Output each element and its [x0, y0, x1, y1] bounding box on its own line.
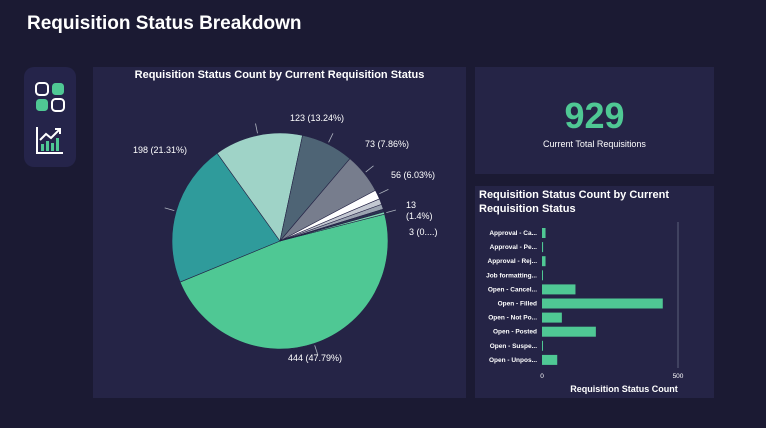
- pie-data-label: 123 (13.24%): [290, 113, 344, 123]
- bar-chart-title: Requisition Status Count by Current Requ…: [479, 189, 670, 215]
- pie-leader-line: [314, 345, 319, 356]
- bar-chart-card: Requisition Status Count by Current Requ…: [475, 186, 714, 398]
- bar-x-tick-label: 500: [673, 373, 684, 380]
- bar[interactable]: [542, 298, 663, 309]
- bar-category-label: Open - Posted: [493, 329, 537, 336]
- pie-data-label: 13 (1.4%): [406, 200, 433, 221]
- pie-leader-line: [386, 209, 397, 213]
- pie-data-label: 198 (21.31%): [133, 145, 187, 155]
- pie-leader-line: [328, 133, 334, 143]
- pie-chart: 444 (47.79%) 198 (21.31%) 123 (13.24%) 73 (…: [133, 113, 438, 363]
- bar[interactable]: [542, 354, 558, 365]
- total-requisitions-card: 929 Current Total Requisitions: [475, 67, 714, 174]
- bar-category-label: Approval - Rej...: [488, 258, 538, 265]
- bar-x-axis-label: Requisition Status Count: [570, 384, 678, 394]
- bar-chart: Approval - Ca... Approval - Pe... Approval…: [486, 222, 684, 394]
- bar[interactable]: [542, 256, 546, 267]
- pie-leader-line: [365, 165, 374, 173]
- side-nav: [24, 67, 76, 167]
- total-requisitions-label: Current Total Requisitions: [543, 139, 646, 149]
- bar-category-label: Open - Filled: [498, 301, 537, 308]
- page-title: Requisition Status Breakdown: [27, 13, 302, 34]
- pie-data-label: 3 (0....): [409, 227, 438, 237]
- bar-category-label: Job formatting...: [486, 272, 537, 279]
- bar-category-label: Open - Not Po...: [488, 315, 537, 322]
- bar[interactable]: [542, 228, 546, 238]
- bar-x-tick-label: 0: [540, 373, 544, 380]
- bar[interactable]: [542, 340, 543, 351]
- pie-slice[interactable]: [179, 213, 389, 350]
- bar[interactable]: [542, 284, 576, 295]
- bar-category-label: Open - Suspe...: [490, 343, 538, 350]
- pie-data-label: 444 (47.79%): [288, 353, 342, 363]
- pie-leader-line: [164, 207, 175, 211]
- bar[interactable]: [542, 242, 544, 253]
- bar-category-label: Open - Cancel...: [488, 286, 537, 293]
- analytics-chart-icon[interactable]: [35, 125, 65, 155]
- pie-chart-card: Requisition Status Count by Current Requ…: [93, 67, 466, 398]
- pie-slice[interactable]: [171, 152, 281, 283]
- total-requisitions-value: 929: [564, 95, 625, 136]
- apps-grid-icon[interactable]: [35, 82, 65, 112]
- pie-chart-title: Requisition Status Count by Current Requ…: [134, 69, 425, 81]
- pie-slice[interactable]: [216, 132, 303, 242]
- pie-slice[interactable]: [279, 211, 385, 242]
- pie-data-label: 73 (7.86%): [365, 139, 409, 149]
- bar[interactable]: [542, 326, 596, 337]
- bar-category-label: Open - Unpos...: [489, 357, 537, 364]
- pie-leader-line: [379, 189, 389, 195]
- bar[interactable]: [542, 312, 562, 323]
- pie-leader-line: [255, 123, 258, 134]
- bar[interactable]: [542, 270, 543, 281]
- bar-category-label: Approval - Pe...: [490, 244, 538, 251]
- pie-data-label: 56 (6.03%): [391, 170, 435, 180]
- bar-category-label: Approval - Ca...: [489, 230, 537, 237]
